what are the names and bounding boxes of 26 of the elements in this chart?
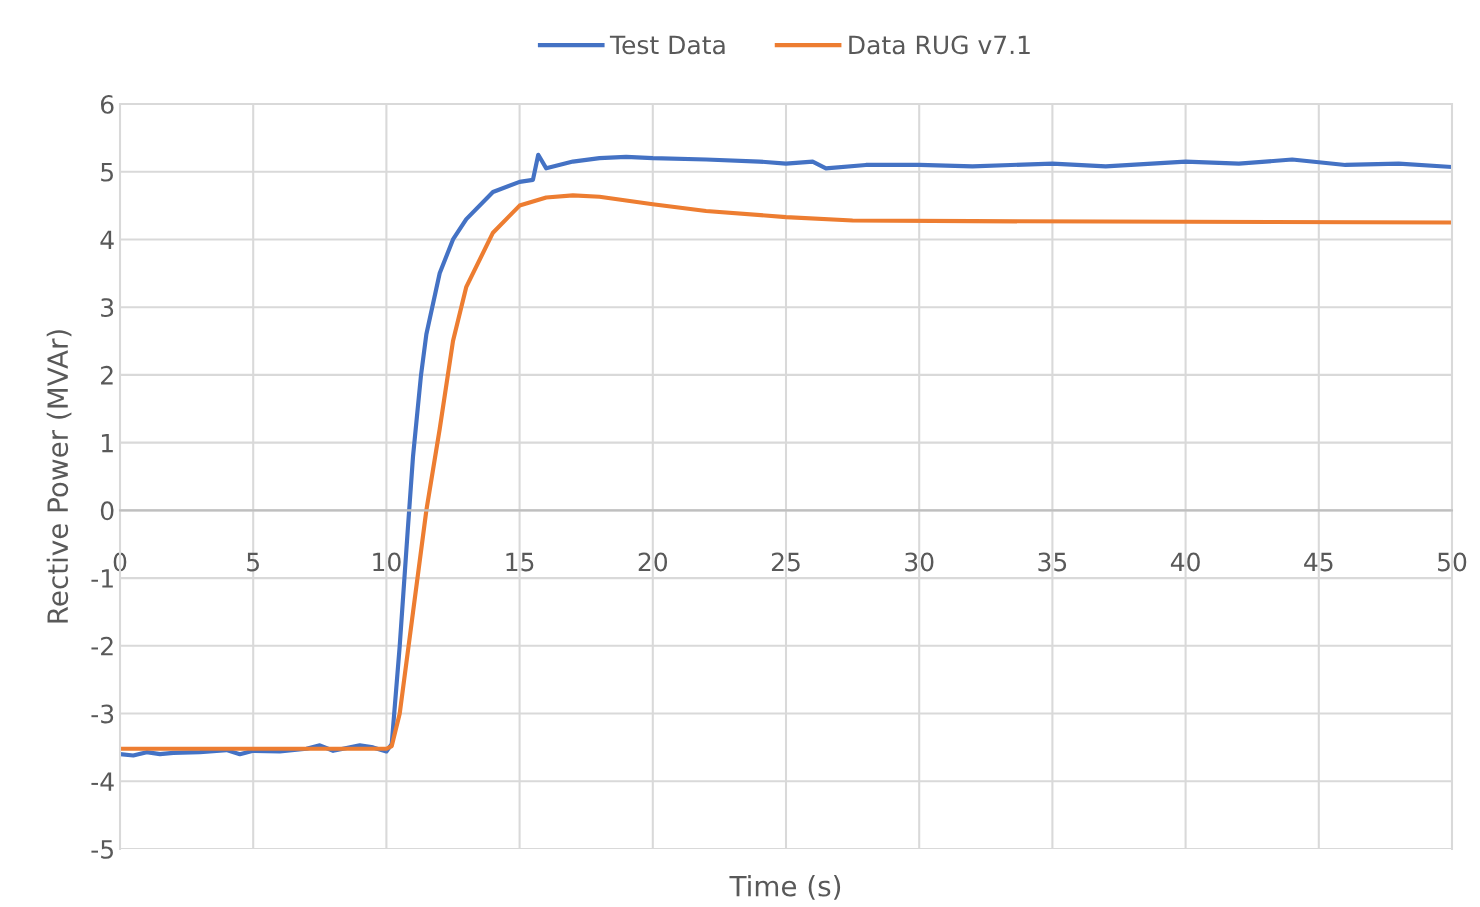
- x-tick-label: 35: [1038, 552, 1067, 572]
- x-tick-label: 40: [1170, 552, 1200, 572]
- x-tick-label: 25: [771, 552, 800, 572]
- x-tick-label: 50: [1438, 552, 1467, 572]
- x-tick-label: 20: [638, 552, 668, 572]
- y-tick-label: 4: [100, 230, 114, 249]
- x-tick-label: 5: [247, 552, 259, 572]
- y-axis-title: Rective Power (MVAr): [46, 330, 72, 623]
- y-tick-label: -1: [91, 569, 113, 588]
- y-tick-label: 6: [100, 94, 114, 114]
- legend-label: Test Data: [609, 35, 725, 55]
- x-tick-label: 45: [1304, 552, 1333, 572]
- x-tick-label: 30: [905, 552, 934, 572]
- legend-label: Data RUG v7.1: [849, 35, 1030, 55]
- x-tick-label: 15: [506, 552, 534, 572]
- x-tick-label: 10: [373, 552, 401, 572]
- y-tick-label: 5: [101, 163, 113, 182]
- y-tick-label: -3: [91, 704, 114, 724]
- y-tick-label: 0: [100, 501, 114, 521]
- y-tick-label: 2: [101, 365, 113, 385]
- y-tick-label: 3: [101, 298, 114, 318]
- y-tick-label: 1: [101, 433, 113, 453]
- x-axis-title: Time (s): [729, 875, 841, 900]
- y-tick-label: -2: [91, 636, 113, 656]
- y-tick-label: -5: [91, 840, 113, 859]
- y-tick-label: -4: [91, 772, 114, 791]
